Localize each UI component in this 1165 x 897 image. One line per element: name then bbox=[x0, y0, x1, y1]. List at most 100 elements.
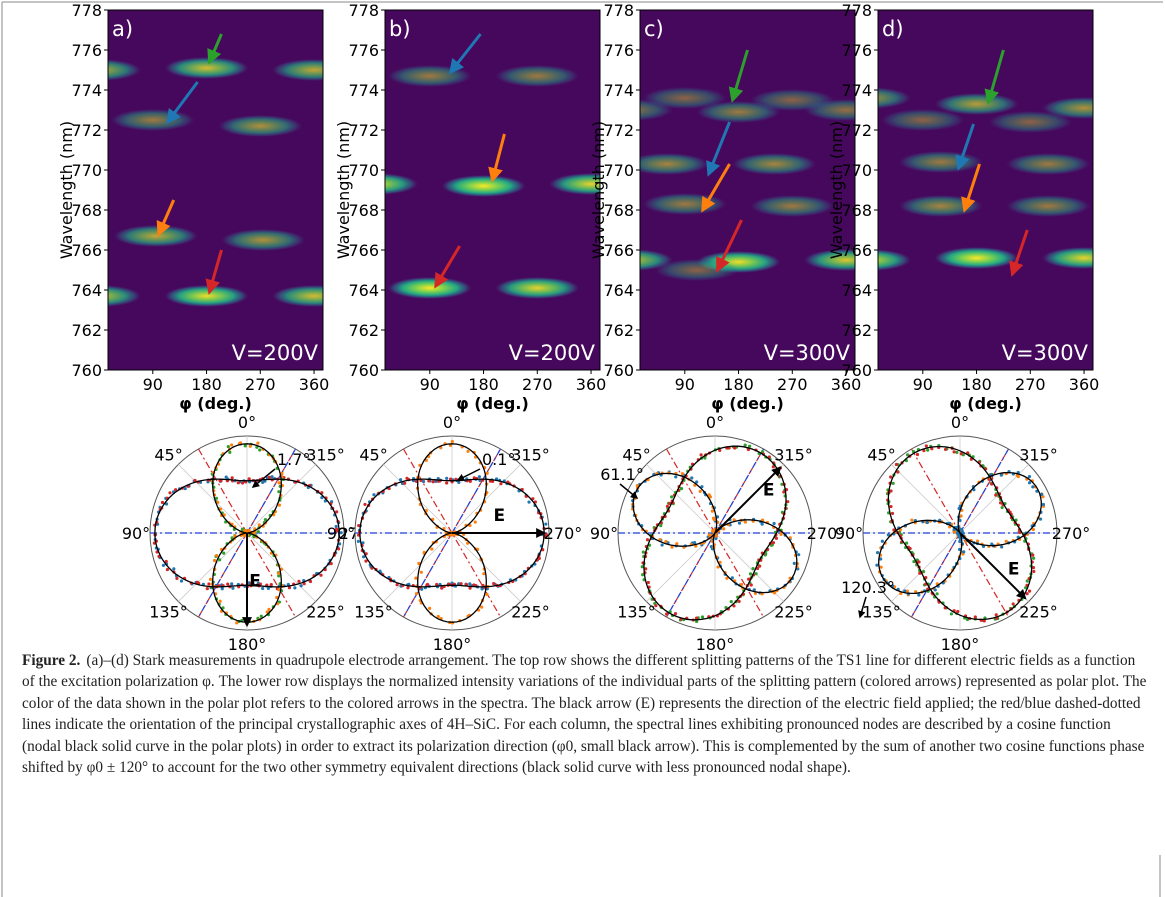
data-dot bbox=[695, 619, 699, 624]
data-dot bbox=[445, 476, 449, 480]
data-dot bbox=[922, 448, 926, 453]
line-arrow bbox=[156, 199, 176, 237]
spectral-line bbox=[495, 277, 580, 299]
line-arrow bbox=[716, 219, 743, 273]
data-dot bbox=[658, 537, 662, 542]
data-dot bbox=[427, 479, 431, 483]
polar-angle-label: 225° bbox=[1019, 602, 1058, 621]
data-dot bbox=[485, 592, 489, 597]
data-dot bbox=[729, 600, 733, 604]
data-dot bbox=[249, 581, 253, 585]
heatmap bbox=[640, 10, 855, 370]
spectral-line bbox=[732, 153, 817, 175]
data-dot bbox=[935, 592, 939, 596]
data-dot bbox=[256, 530, 260, 534]
data-dot bbox=[725, 576, 729, 580]
y-tick-label: 774 bbox=[841, 81, 872, 100]
data-dot bbox=[914, 590, 918, 594]
data-dot bbox=[641, 550, 645, 554]
data-dot bbox=[903, 589, 907, 593]
data-dot bbox=[280, 471, 284, 476]
data-dot bbox=[716, 565, 720, 569]
line-arrow bbox=[207, 33, 223, 65]
data-dot bbox=[772, 521, 776, 526]
heatmap-frame bbox=[639, 9, 856, 371]
data-dot bbox=[886, 533, 890, 537]
data-dot bbox=[998, 501, 1003, 505]
line-arrow bbox=[961, 163, 981, 213]
data-dot bbox=[266, 586, 271, 591]
nodal-fit-curve bbox=[632, 472, 798, 594]
y-tick-label: 776 bbox=[603, 41, 634, 60]
spectral-line bbox=[164, 57, 249, 79]
data-dot bbox=[994, 613, 998, 617]
data-dot bbox=[694, 616, 699, 620]
data-dot bbox=[949, 612, 954, 616]
line-arrow bbox=[205, 249, 223, 295]
data-dot bbox=[904, 541, 909, 545]
data-dot bbox=[732, 518, 736, 522]
x-tick-label: 360 bbox=[831, 375, 862, 394]
data-dot bbox=[465, 541, 470, 545]
x-tick-label: 270 bbox=[245, 375, 276, 394]
data-dot bbox=[962, 550, 966, 554]
data-dot bbox=[243, 529, 247, 533]
data-dot bbox=[228, 450, 232, 454]
data-dot bbox=[748, 444, 752, 448]
data-dot bbox=[1031, 556, 1036, 560]
data-dot bbox=[364, 559, 368, 563]
spectral-line bbox=[110, 109, 195, 131]
data-dot bbox=[449, 533, 453, 537]
x-tick-label: 180 bbox=[468, 375, 499, 394]
data-dot bbox=[644, 567, 648, 571]
polar-angle-label: 315° bbox=[1019, 446, 1058, 465]
x-axis-label: φ (deg.) bbox=[456, 394, 529, 413]
spectral-line bbox=[804, 249, 855, 271]
data-dot bbox=[933, 588, 937, 592]
field-label: E bbox=[763, 480, 775, 500]
data-dot bbox=[265, 610, 269, 614]
data-dot bbox=[917, 593, 921, 597]
data-dot bbox=[645, 538, 650, 542]
data-dot bbox=[174, 488, 178, 492]
phi0-arrow bbox=[251, 468, 276, 488]
data-dot bbox=[894, 462, 899, 467]
data-dot bbox=[403, 481, 407, 485]
data-dot bbox=[1038, 517, 1043, 521]
data-dot bbox=[958, 547, 962, 552]
line-arrow bbox=[955, 123, 975, 171]
spectral-line bbox=[385, 173, 419, 195]
y-tick-label: 768 bbox=[348, 201, 379, 220]
data-dot bbox=[226, 582, 230, 586]
spectral-line bbox=[108, 59, 142, 81]
data-dot bbox=[722, 527, 726, 531]
data-dot bbox=[673, 611, 678, 616]
spectral-line bbox=[113, 225, 198, 247]
polar-angle-label: 180° bbox=[941, 635, 980, 654]
polar-angle-label: 225° bbox=[774, 602, 813, 621]
polar-angle-label: 0° bbox=[951, 413, 969, 432]
spectral-line bbox=[549, 173, 600, 195]
data-dot bbox=[414, 592, 419, 596]
data-dot bbox=[258, 448, 262, 452]
data-dot bbox=[212, 558, 217, 563]
data-dot bbox=[739, 582, 744, 587]
data-dot bbox=[952, 450, 956, 454]
data-dot bbox=[372, 493, 376, 497]
y-tick-label: 772 bbox=[603, 121, 634, 140]
y-tick-label: 764 bbox=[603, 281, 634, 300]
data-dot bbox=[179, 579, 184, 583]
data-dot bbox=[690, 476, 694, 480]
data-dot bbox=[480, 605, 484, 609]
data-dot bbox=[459, 582, 463, 586]
x-tick-label: 180 bbox=[723, 375, 754, 394]
voltage-label: V=200V bbox=[509, 341, 596, 365]
data-dot bbox=[1041, 502, 1045, 507]
spectral-line bbox=[221, 229, 306, 251]
panel-label: b) bbox=[389, 17, 411, 41]
data-dot bbox=[472, 476, 476, 480]
data-dot bbox=[641, 573, 645, 577]
data-dot bbox=[926, 448, 930, 452]
data-dot bbox=[982, 619, 986, 623]
data-dot bbox=[168, 491, 172, 495]
